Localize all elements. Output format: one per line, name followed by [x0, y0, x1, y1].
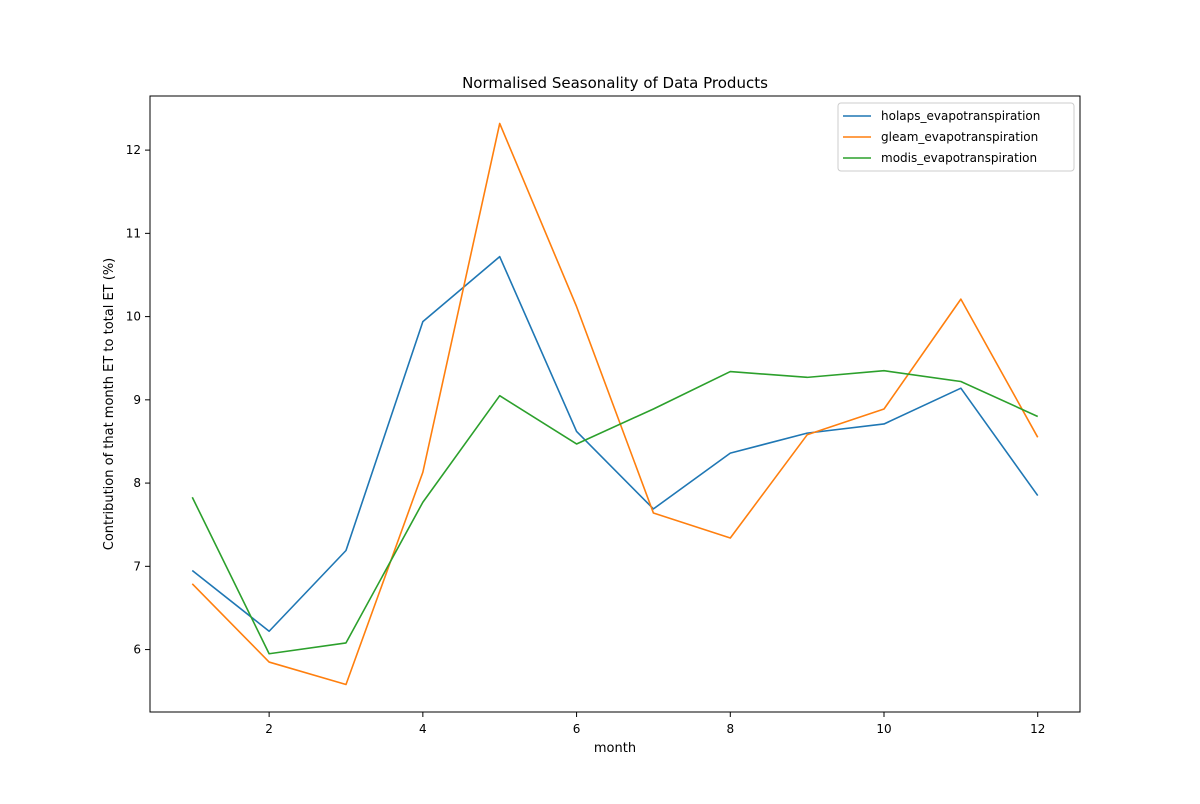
y-tick-label: 9 [133, 393, 141, 407]
legend-box [837, 102, 1075, 172]
x-tick-label: 8 [726, 722, 734, 736]
y-tick-label: 11 [126, 226, 141, 240]
plot-area [191, 122, 1039, 686]
x-axis-label: month [594, 741, 636, 756]
series-line-modis [191, 369, 1039, 655]
y-tick-label: 10 [126, 310, 141, 324]
x-tick-label: 10 [876, 722, 891, 736]
plot-frame [149, 95, 1081, 713]
y-axis-label: Contribution of that month ET to total E… [102, 258, 117, 550]
x-tick-label: 2 [265, 722, 273, 736]
x-axis: 2 4 6 8 10 12 [265, 712, 1045, 736]
y-tick-label: 12 [126, 143, 141, 157]
y-axis: 6 7 8 9 10 11 12 [126, 143, 150, 657]
x-tick-label: 6 [573, 722, 581, 736]
y-tick-label: 8 [133, 476, 141, 490]
legend-label: modis_evapotranspiration [881, 151, 1037, 165]
y-tick-label: 7 [133, 559, 141, 573]
series-line-gleam [191, 122, 1039, 686]
chart-title: Normalised Seasonality of Data Products [462, 74, 768, 92]
legend-label: holaps_evapotranspiration [881, 109, 1040, 123]
series-line-holaps [191, 255, 1039, 633]
y-tick-label: 6 [133, 643, 141, 657]
legend-label: gleam_evapotranspiration [881, 130, 1038, 144]
x-tick-label: 12 [1030, 722, 1045, 736]
x-tick-label: 4 [419, 722, 427, 736]
legend: holaps_evapotranspiration gleam_evapotran… [837, 102, 1075, 172]
